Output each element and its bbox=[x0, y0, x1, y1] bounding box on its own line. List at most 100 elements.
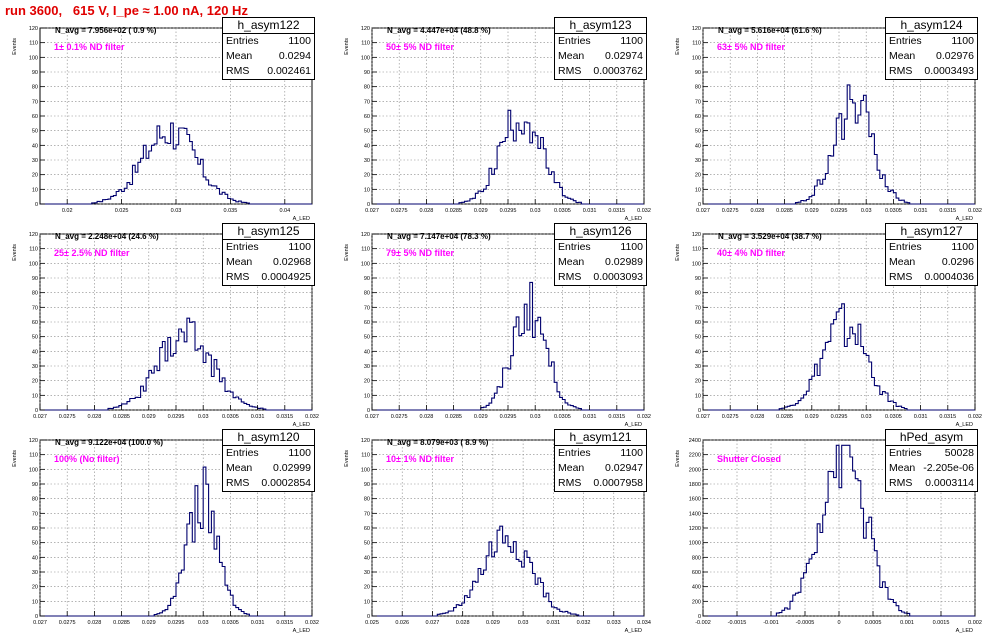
x-tick-label: 0.029 bbox=[474, 414, 488, 420]
y-tick-label: 60 bbox=[364, 114, 370, 120]
stats-row-mean: Mean 0.02947 bbox=[555, 461, 646, 476]
y-tick-label: 70 bbox=[32, 511, 38, 517]
x-tick-label: 0.03 bbox=[530, 208, 541, 214]
stats-label: Entries bbox=[889, 447, 922, 459]
y-tick-label: 110 bbox=[692, 247, 701, 253]
y-tick-label: 0 bbox=[367, 408, 370, 414]
y-tick-label: 80 bbox=[364, 497, 370, 503]
stats-row-entries: Entries 1100 bbox=[555, 240, 646, 255]
x-tick-label: 0.034 bbox=[637, 620, 651, 626]
stats-row-rms: RMS 0.0007958 bbox=[555, 476, 646, 491]
y-tick-label: 30 bbox=[695, 158, 701, 164]
x-tick-label: 0.025 bbox=[115, 208, 129, 214]
x-tick-label: 0.032 bbox=[305, 414, 319, 420]
x-tick-label: 0.028 bbox=[88, 414, 102, 420]
x-tick-label: 0.027 bbox=[365, 208, 379, 214]
x-tick-label: 0.027 bbox=[365, 414, 379, 420]
stats-label: RMS bbox=[889, 271, 913, 283]
x-tick-label: 0.029 bbox=[805, 208, 819, 214]
y-tick-label: 90 bbox=[32, 70, 38, 76]
stats-value: 0.02989 bbox=[605, 256, 643, 268]
stats-label: Mean bbox=[226, 256, 253, 268]
x-tick-label: 0.0305 bbox=[222, 620, 239, 626]
y-tick-label: 200 bbox=[692, 599, 701, 605]
y-tick-label: 50 bbox=[32, 335, 38, 341]
stats-value: 0.0294 bbox=[278, 50, 311, 62]
x-tick-label: 0.028 bbox=[456, 620, 470, 626]
stats-box: h_asym122 Entries 1100 Mean 0.0294 RMS 0.00246… bbox=[222, 17, 315, 80]
x-axis-label: A_LED bbox=[625, 422, 642, 428]
x-tick-label: 0.0285 bbox=[113, 620, 130, 626]
x-tick-label: 0.0295 bbox=[831, 208, 848, 214]
histogram-panel: -0.002 -0.0015 -0.001 -0.0005 0 0.0005 0.001 0.… bbox=[663, 429, 993, 635]
x-tick-label: 0.032 bbox=[637, 208, 651, 214]
x-tick-label: 0.02 bbox=[62, 208, 73, 214]
histogram-line bbox=[40, 466, 312, 617]
x-tick-label: 0.032 bbox=[305, 620, 319, 626]
y-tick-label: 20 bbox=[364, 379, 370, 385]
y-tick-label: 50 bbox=[32, 129, 38, 135]
stats-box: hPed_asym Entries 50028 Mean -2.205e-06 RMS 0.… bbox=[885, 429, 978, 492]
stats-box: h_asym124 Entries 1100 Mean 0.02976 RMS 0.0003… bbox=[885, 17, 978, 80]
y-axis-label: Events bbox=[675, 244, 681, 261]
y-tick-label: 40 bbox=[32, 143, 38, 149]
stats-value: 1100 bbox=[951, 35, 974, 47]
stats-value: 0.02974 bbox=[605, 50, 643, 62]
y-tick-label: 20 bbox=[695, 173, 701, 179]
histogram-name: h_asym122 bbox=[223, 18, 314, 34]
stats-label: Entries bbox=[558, 447, 591, 459]
y-tick-label: 1600 bbox=[689, 497, 701, 503]
y-tick-label: 80 bbox=[32, 291, 38, 297]
stats-label: Entries bbox=[226, 35, 259, 47]
stats-row-mean: Mean 0.0296 bbox=[886, 255, 977, 270]
x-tick-label: 0.027 bbox=[696, 208, 710, 214]
stats-value: 1100 bbox=[288, 35, 311, 47]
x-tick-label: 0.029 bbox=[142, 620, 156, 626]
y-tick-label: 0 bbox=[35, 408, 38, 414]
y-tick-label: 0 bbox=[698, 614, 701, 620]
x-tick-label: 0.0315 bbox=[276, 414, 293, 420]
x-tick-label: 0.03 bbox=[171, 208, 182, 214]
stats-row-entries: Entries 1100 bbox=[555, 446, 646, 461]
y-tick-label: 30 bbox=[364, 158, 370, 164]
y-tick-label: 40 bbox=[695, 349, 701, 355]
x-tick-label: 0.031 bbox=[914, 414, 928, 420]
stats-row-mean: Mean 0.02989 bbox=[555, 255, 646, 270]
x-tick-label: 0.0295 bbox=[168, 620, 185, 626]
x-axis-label: A_LED bbox=[956, 422, 973, 428]
y-tick-label: 400 bbox=[692, 585, 701, 591]
y-tick-label: 10 bbox=[32, 599, 38, 605]
stats-value: 1100 bbox=[288, 447, 311, 459]
y-tick-label: 30 bbox=[364, 570, 370, 576]
y-tick-label: 1800 bbox=[689, 482, 701, 488]
y-tick-label: 0 bbox=[35, 614, 38, 620]
filter-note: 40± 4% ND filter bbox=[717, 248, 785, 258]
x-tick-label: 0.031 bbox=[583, 208, 597, 214]
histogram-line bbox=[372, 109, 644, 205]
x-tick-label: 0.029 bbox=[142, 414, 156, 420]
x-tick-label: 0.032 bbox=[577, 620, 591, 626]
y-tick-label: 0 bbox=[367, 614, 370, 620]
y-tick-label: 80 bbox=[695, 85, 701, 91]
x-tick-label: 0.03 bbox=[198, 414, 209, 420]
x-tick-label: 0.028 bbox=[751, 208, 765, 214]
navg-label: N_avg = 8.079e+03 ( 8.9 %) bbox=[387, 438, 489, 447]
y-tick-label: 60 bbox=[32, 114, 38, 120]
x-tick-label: 0.0275 bbox=[722, 414, 739, 420]
x-tick-label: 0.0285 bbox=[113, 414, 130, 420]
histogram-line bbox=[40, 317, 312, 411]
stats-value: 1100 bbox=[620, 35, 643, 47]
y-tick-label: 120 bbox=[361, 438, 370, 444]
stats-box: h_asym126 Entries 1100 Mean 0.02989 RMS 0.0003… bbox=[554, 223, 647, 286]
x-tick-label: 0.0275 bbox=[59, 414, 76, 420]
histogram-name: h_asym127 bbox=[886, 224, 977, 240]
y-tick-label: 30 bbox=[32, 158, 38, 164]
stats-value: 0.02976 bbox=[936, 50, 974, 62]
x-tick-label: 0.0015 bbox=[933, 620, 950, 626]
x-tick-label: 0.0315 bbox=[608, 208, 625, 214]
y-tick-label: 600 bbox=[692, 570, 701, 576]
x-tick-label: 0.027 bbox=[426, 620, 440, 626]
stats-row-rms: RMS 0.002461 bbox=[223, 64, 314, 79]
y-tick-label: 70 bbox=[364, 305, 370, 311]
y-tick-label: 30 bbox=[32, 364, 38, 370]
